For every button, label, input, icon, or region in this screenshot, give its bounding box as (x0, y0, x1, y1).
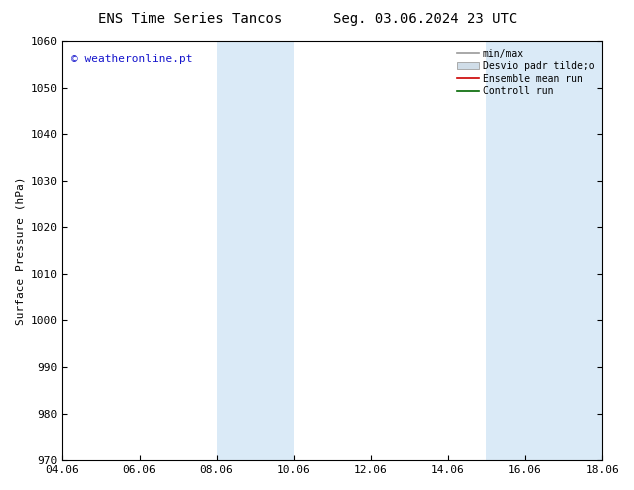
Y-axis label: Surface Pressure (hPa): Surface Pressure (hPa) (15, 176, 25, 325)
Text: © weatheronline.pt: © weatheronline.pt (70, 53, 192, 64)
Bar (486, 41, 602, 460)
Text: Seg. 03.06.2024 23 UTC: Seg. 03.06.2024 23 UTC (333, 12, 517, 26)
Text: ENS Time Series Tancos: ENS Time Series Tancos (98, 12, 282, 26)
Legend: min/max, Desvio padr tilde;o, Ensemble mean run, Controll run: min/max, Desvio padr tilde;o, Ensemble m… (455, 46, 597, 99)
Bar (217, 41, 294, 460)
